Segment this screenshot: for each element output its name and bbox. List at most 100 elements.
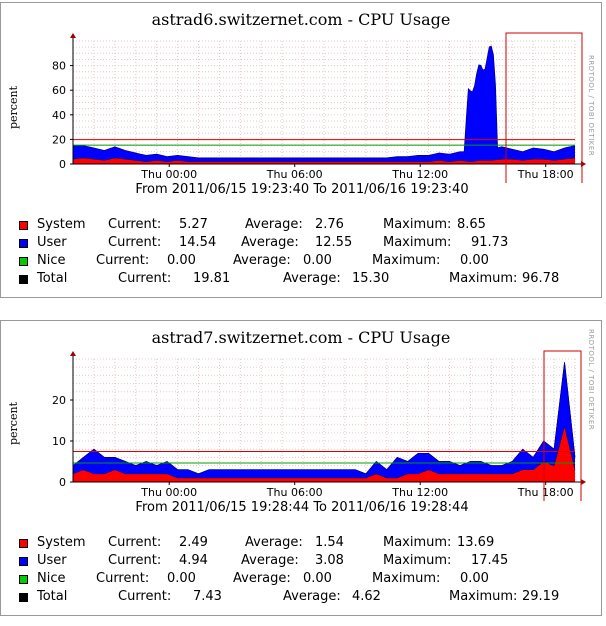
legend: System Current: 2.49 Average: 1.54 Maximum: 13… — [19, 535, 601, 607]
legend-name: Total — [37, 589, 68, 604]
legend-average-label: Average: — [241, 553, 299, 568]
legend-current-value: 5.27 — [179, 217, 208, 232]
legend-swatch — [19, 539, 28, 548]
legend-average-label: Average: — [283, 271, 341, 286]
legend-name: Total — [37, 271, 68, 286]
legend-maximum-label: Maximum: — [372, 253, 441, 268]
legend-row-total: Total Current: 7.43 Average: 4.62 Maximum: 29.… — [19, 589, 601, 607]
area-system — [73, 157, 575, 164]
legend-maximum-value: 0.00 — [460, 571, 489, 586]
x-tick-label: Thu 00:00 — [140, 486, 197, 499]
legend-average-value: 1.54 — [315, 535, 344, 550]
legend-average-value: 12.55 — [315, 235, 353, 250]
legend-maximum-value: 0.00 — [460, 253, 489, 268]
highlight-box — [505, 32, 583, 183]
legend-row-system: System Current: 2.49 Average: 1.54 Maximum: 13… — [19, 535, 601, 553]
y-tick-label: 10 — [52, 435, 66, 448]
legend-maximum-label: Maximum: — [449, 589, 518, 604]
chart-title: astrad7.switzernet.com - CPU Usage — [151, 328, 451, 347]
legend-current-value: 4.94 — [179, 553, 208, 568]
y-tick-label: 60 — [52, 84, 66, 97]
legend-swatch — [19, 239, 28, 248]
legend-current-value: 0.00 — [167, 253, 196, 268]
legend-row-system: System Current: 5.27 Average: 2.76 Maximum: 8.… — [19, 217, 601, 235]
y-tick-label: 20 — [52, 394, 66, 407]
legend-swatch — [19, 557, 28, 566]
legend-current-label: Current: — [118, 589, 172, 604]
legend-swatch — [19, 257, 28, 266]
legend-average-label: Average: — [233, 253, 291, 268]
rrdtool-watermark: RRDTOOL / TOBI OETIKER — [587, 55, 595, 157]
line-user — [73, 45, 576, 159]
legend-maximum-value: 29.19 — [522, 589, 560, 604]
legend-average-label: Average: — [283, 589, 341, 604]
legend-current-label: Current: — [96, 253, 150, 268]
y-tick-label: 80 — [52, 60, 66, 73]
legend-average-value: 0.00 — [303, 571, 332, 586]
y-axis-arrow — [70, 351, 76, 356]
legend-row-user: User Current: 4.94 Average: 3.08 Maximum: 17.4… — [19, 553, 601, 571]
cpu-graph-panel-astrad7: astrad7.switzernet.com - CPU Usage perce… — [0, 320, 602, 616]
legend-swatch — [19, 221, 28, 230]
line-user — [72, 362, 576, 475]
legend-current-value: 0.00 — [167, 571, 196, 586]
time-range: From 2011/06/15 19:28:44 To 2011/06/16 1… — [135, 500, 469, 515]
area-user — [73, 46, 575, 164]
legend-name: Nice — [37, 571, 66, 586]
legend-current-label: Current: — [108, 235, 162, 250]
x-tick-label: Thu 18:00 — [517, 486, 574, 499]
legend-average-value: 3.08 — [315, 553, 344, 568]
legend-maximum-label: Maximum: — [383, 553, 452, 568]
legend-current-label: Current: — [108, 535, 162, 550]
legend-name: User — [37, 553, 67, 568]
legend-row-nice: Nice Current: 0.00 Average: 0.00 Maximum: 0.00 — [19, 571, 601, 589]
legend-name: Nice — [37, 253, 66, 268]
legend-maximum-value: 13.69 — [457, 535, 495, 550]
legend-maximum-label: Maximum: — [383, 217, 452, 232]
legend-current-value: 14.54 — [179, 235, 217, 250]
legend-current-label: Current: — [108, 217, 162, 232]
legend-swatch — [19, 575, 28, 584]
legend-current-label: Current: — [118, 271, 172, 286]
legend-current-label: Current: — [108, 553, 162, 568]
x-axis-arrow — [581, 479, 586, 485]
rrdtool-watermark: RRDTOOL / TOBI OETIKER — [587, 329, 595, 431]
legend-maximum-label: Maximum: — [372, 571, 441, 586]
legend-average-label: Average: — [245, 535, 303, 550]
x-tick-label: Thu 06:00 — [266, 168, 323, 181]
y-tick-label: 40 — [52, 109, 66, 122]
legend-average-label: Average: — [245, 217, 303, 232]
x-tick-label: Thu 00:00 — [140, 168, 197, 181]
legend-average-value: 0.00 — [303, 253, 332, 268]
legend-name: System — [37, 217, 86, 232]
legend-maximum-value: 96.78 — [522, 271, 560, 286]
legend-row-nice: Nice Current: 0.00 Average: 0.00 Maximum: 0.00 — [19, 253, 601, 271]
legend-average-label: Average: — [241, 235, 299, 250]
time-range: From 2011/06/15 19:23:40 To 2011/06/16 1… — [135, 182, 469, 197]
legend-current-value: 2.49 — [179, 535, 208, 550]
legend-average-value: 2.76 — [315, 217, 344, 232]
y-tick-label: 0 — [59, 476, 66, 489]
line-system — [72, 157, 576, 162]
legend-maximum-label: Maximum: — [383, 235, 452, 250]
legend-name: User — [37, 235, 67, 250]
x-tick-label: Thu 12:00 — [391, 168, 448, 181]
x-tick-label: Thu 18:00 — [517, 168, 574, 181]
x-tick-label: Thu 06:00 — [266, 486, 323, 499]
legend-average-value: 4.62 — [352, 589, 381, 604]
legend-maximum-value: 17.45 — [471, 553, 509, 568]
chart-plot: 0 10 20 Thu 00:00 Thu 06:00 Thu 12:00 Thu 18:0… — [52, 350, 586, 501]
y-tick-label: 20 — [52, 133, 66, 146]
legend-row-user: User Current: 14.54 Average: 12.55 Maximum: 91… — [19, 235, 601, 253]
line-system — [72, 425, 576, 479]
legend-maximum-label: Maximum: — [449, 271, 518, 286]
legend-row-total: Total Current: 19.81 Average: 15.30 Maximum: 9… — [19, 271, 601, 289]
legend-maximum-value: 8.65 — [457, 217, 486, 232]
legend-average-value: 15.30 — [352, 271, 390, 286]
cpu-graph-panel-astrad6: astrad6.switzernet.com - CPU Usage perce… — [0, 2, 602, 298]
legend-swatch — [19, 593, 28, 602]
chart-plot: 0 20 40 60 80 Thu 00:00 Thu 06:00 Thu 12:00 Thu … — [52, 32, 586, 183]
legend-current-value: 19.81 — [193, 271, 231, 286]
legend-average-label: Average: — [233, 571, 291, 586]
legend-swatch — [19, 275, 28, 284]
